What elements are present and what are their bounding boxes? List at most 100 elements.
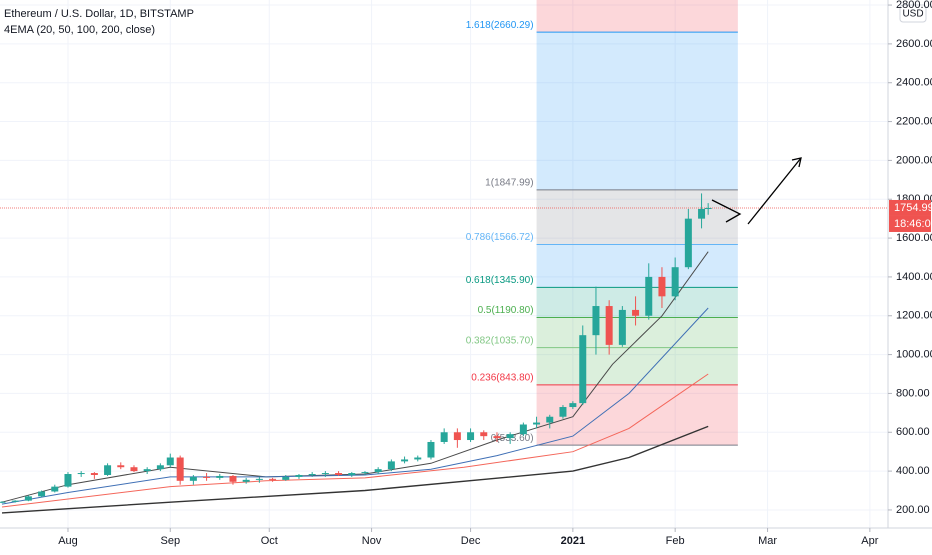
candle-body	[684, 218, 692, 268]
fib-zone	[536, 384, 738, 446]
ema-line	[1, 251, 709, 503]
x-tick-label: Feb	[666, 535, 685, 547]
y-tick-label: 1400.00	[896, 271, 932, 283]
candle-body	[519, 424, 527, 435]
candle-body	[467, 432, 475, 441]
candle-body	[166, 457, 174, 466]
candle-body	[295, 474, 303, 477]
y-tick-label: 2000.00	[896, 154, 932, 166]
currency-box[interactable]	[899, 4, 927, 23]
last-price-badge	[889, 199, 931, 216]
ema-line	[1, 373, 709, 508]
candle-body	[546, 416, 554, 423]
x-tick-label: Sep	[160, 535, 180, 547]
candle-body	[618, 309, 626, 345]
fib-label: 0.5(1190.80)	[478, 305, 534, 316]
y-tick-label: 200.00	[896, 504, 930, 516]
candle-body	[38, 491, 46, 497]
candle-body	[592, 306, 600, 336]
indicator-label: 4EMA (20, 50, 100, 200, close)	[4, 24, 155, 36]
candle-body	[130, 467, 138, 472]
fib-label: 1(1847.99)	[485, 178, 533, 189]
candle-body	[414, 457, 422, 460]
candle-body	[104, 465, 112, 475]
y-tick-label: 2600.00	[896, 38, 932, 50]
candle-body	[335, 473, 343, 475]
x-tick-label: Nov	[362, 535, 382, 547]
candle-body	[533, 422, 541, 425]
fib-zone	[536, 189, 738, 245]
fib-zone	[536, 244, 738, 288]
candle-body	[216, 475, 224, 478]
candle-body	[698, 208, 706, 219]
candle-body	[605, 306, 613, 345]
x-tick-label: Mar	[758, 535, 777, 547]
y-tick-label: 400.00	[896, 465, 930, 477]
candle-body	[24, 496, 32, 501]
candle-body	[255, 478, 263, 480]
fib-zone	[536, 347, 738, 385]
y-tick-label: 2400.00	[896, 77, 932, 89]
x-tick-label: Dec	[461, 535, 481, 547]
fib-label: 0.382(1035.70)	[466, 335, 534, 346]
candle-body	[645, 276, 653, 316]
candle-body	[203, 476, 211, 478]
candle-body	[269, 478, 277, 480]
candle-body	[387, 461, 395, 470]
fib-label: 0.236(843.80)	[471, 373, 533, 384]
candle-body	[704, 207, 712, 209]
last-price-label: 1754.99	[894, 202, 932, 214]
plot-area: 1.618(2660.29) 1(1847.99) 0.786(1566.72) 0.…	[0, 0, 888, 528]
candle-body	[348, 473, 356, 475]
candle-body	[569, 403, 577, 408]
fib-zone	[536, 317, 738, 348]
fib-label: 1.618(2660.29)	[466, 20, 534, 31]
candle-body	[176, 457, 184, 481]
y-tick-label: 1000.00	[896, 348, 932, 360]
candle-body	[77, 473, 85, 475]
candle-body	[143, 469, 151, 472]
candle-body	[453, 432, 461, 441]
countdown-badge	[889, 215, 931, 232]
y-tick-label: 600.00	[896, 426, 930, 438]
candle-body	[282, 476, 290, 480]
currency[interactable]: USD	[902, 9, 923, 20]
candle-body	[229, 475, 237, 482]
candle-body	[374, 469, 382, 473]
x-tick-label: 2021	[561, 535, 585, 547]
fib-zone	[536, 32, 738, 190]
drawing-arrows	[711, 157, 802, 225]
candle-body	[156, 465, 164, 470]
candle-body	[0, 501, 6, 503]
fib-zone	[536, 0, 738, 33]
candle-body	[242, 479, 250, 482]
countdown-label: 18:46:03	[894, 218, 932, 230]
candle-body	[559, 407, 567, 417]
fib-label: 0.786(1566.72)	[466, 232, 534, 243]
ema-line	[1, 425, 709, 514]
y-tick-label: 800.00	[896, 387, 930, 399]
candle-body	[361, 472, 369, 474]
candle-body	[308, 474, 316, 476]
candle-body	[64, 474, 72, 487]
chart-title: Ethereum / U.S. Dollar, 1D, BITSTAMP	[4, 8, 194, 20]
candle-body	[506, 434, 514, 439]
candle-body	[11, 500, 19, 502]
x-tick-label: Apr	[861, 535, 878, 547]
candle-body	[579, 335, 587, 404]
candle-body	[401, 459, 409, 462]
candle-body	[493, 436, 501, 439]
candle-body	[480, 432, 488, 437]
y-tick-label: 2200.00	[896, 115, 932, 127]
y-tick-label: 1600.00	[896, 232, 932, 244]
candle-body	[117, 465, 125, 468]
candle-body	[189, 476, 197, 481]
candle-body	[51, 486, 59, 492]
candle-body	[440, 432, 448, 442]
candle-body	[90, 473, 98, 475]
y-tick-label: 2800.00	[896, 0, 932, 11]
candle-body	[321, 473, 329, 475]
candle-body	[427, 441, 435, 458]
